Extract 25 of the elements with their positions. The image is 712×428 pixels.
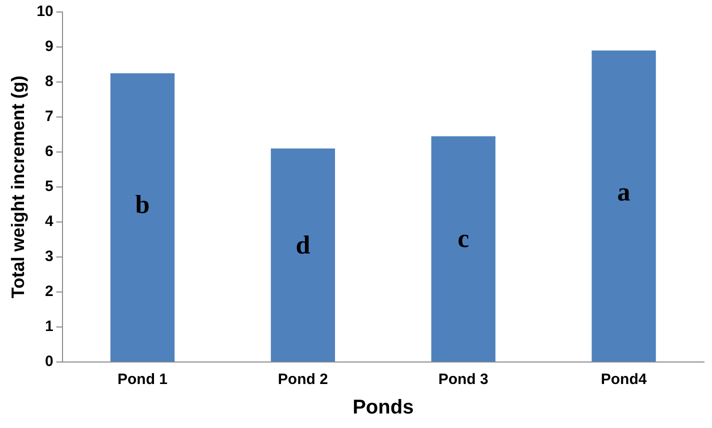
bar [592,50,656,362]
y-tick-label: 3 [44,248,54,266]
x-axis-title: Ponds [352,396,414,419]
bar [431,136,496,362]
x-tick-label: Pond 1 [117,371,168,388]
bar [270,148,336,362]
annotation: c [458,224,470,253]
y-tick-label: 1 [44,318,54,336]
y-tick-label: 5 [44,178,54,196]
y-tick-label: 7 [44,108,54,126]
y-tick-label: 10 [36,3,54,20]
y-axis-title: Total weight increment (g) [8,76,28,298]
x-tick-label: Pond4 [600,371,648,388]
annotation: d [296,230,311,260]
y-tick-label: 8 [44,73,54,90]
y-tick-label: 9 [44,38,54,56]
annotation: b [135,190,150,219]
annotation: a [617,178,630,207]
y-tick-label: 0 [44,353,54,370]
x-tick-label: Pond 3 [438,371,488,388]
bar [110,73,175,362]
y-tick-label: 2 [44,283,54,300]
y-tick-label: 6 [44,143,54,160]
y-tick-label: 4 [44,213,54,230]
x-tick-label: Pond 2 [278,371,328,388]
